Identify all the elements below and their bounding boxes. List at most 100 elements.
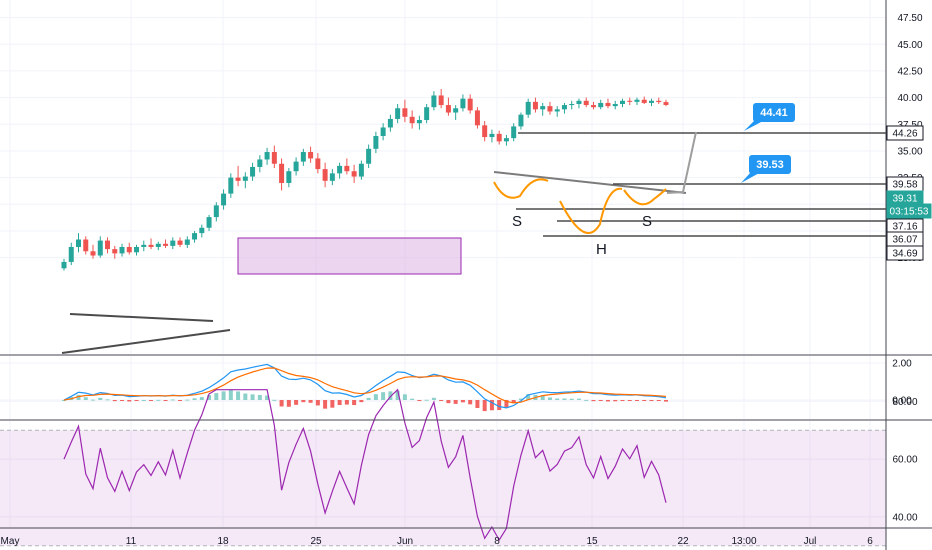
candle-body	[453, 108, 459, 113]
triangle-lower-line[interactable]	[61, 329, 231, 354]
callout-target-1[interactable]: 44.41	[744, 103, 795, 131]
right-shoulder-label: S	[642, 213, 652, 230]
candle-body	[387, 118, 393, 128]
macd-tick-label: 0.00	[892, 396, 912, 407]
macd-histogram-bar	[294, 400, 299, 405]
macd-histogram-bar	[178, 400, 183, 401]
macd-histogram-bar	[330, 400, 335, 408]
right-shoulder-curve[interactable]	[623, 188, 667, 206]
candlesticks	[61, 89, 669, 271]
macd-histogram-bar	[446, 400, 451, 404]
candle-body	[199, 227, 205, 234]
macd-histogram-bar	[265, 395, 270, 400]
candle-body	[619, 100, 625, 105]
head-label: H	[596, 241, 607, 258]
candle-body	[250, 166, 256, 177]
time-tick-label: 25	[310, 536, 322, 547]
left-shoulder-curve[interactable]	[493, 178, 549, 199]
candle-body	[337, 165, 343, 174]
consolidation-rectangle[interactable]	[237, 237, 462, 275]
macd-histogram-bar	[105, 399, 110, 401]
projection-path[interactable]	[666, 131, 697, 194]
candle-body	[264, 152, 270, 160]
macd-histogram-bar	[475, 400, 480, 409]
candle-body	[460, 98, 466, 109]
candle-body	[257, 159, 263, 167]
macd-histogram-bar	[511, 400, 516, 404]
candle-body	[656, 100, 662, 103]
macd-histogram-bar	[453, 400, 458, 404]
macd-histogram-bar	[286, 400, 291, 407]
callouts[interactable]: 44.41 39.53	[741, 103, 795, 183]
macd-histogram-bar	[620, 400, 625, 401]
macd-histogram-bar	[518, 398, 523, 400]
candle-body	[213, 205, 219, 218]
macd-histogram-bar	[381, 392, 386, 400]
macd-histogram-bar	[489, 400, 494, 411]
drawings[interactable]	[61, 131, 886, 354]
candle-body	[271, 152, 277, 164]
macd-histogram-bar	[634, 400, 639, 401]
macd-histogram-bar	[315, 400, 320, 406]
macd-histogram-bar	[497, 400, 502, 411]
candle-body	[177, 240, 183, 245]
macd-histogram-bar	[373, 394, 378, 400]
macd-histogram-bar	[272, 399, 277, 401]
pattern-labels: S H S	[512, 213, 652, 258]
candle-body	[395, 108, 401, 119]
candle-body	[358, 163, 364, 177]
price-tags: 44.26 39.58 39.31 03:15:53 37.16 36.07 34.69	[886, 125, 932, 261]
candle-body	[583, 100, 589, 106]
time-axis[interactable]: May 11 18 25 Jun 8 15 22 13:00 Jul 6	[1, 536, 874, 547]
macd-histogram-bar	[257, 394, 262, 400]
head-curve[interactable]	[559, 187, 623, 234]
macd-axis[interactable]: 0.00 2.00	[892, 359, 912, 407]
macd-pane	[62, 363, 668, 412]
price-tag-label: 39.58	[892, 180, 917, 191]
left-shoulder-label: S	[512, 213, 522, 230]
macd-histogram-bar	[207, 395, 212, 400]
candle-body	[503, 138, 509, 142]
time-tick-label: 8	[494, 536, 500, 547]
macd-histogram-bar	[642, 400, 647, 401]
callout-target-2[interactable]: 39.53	[741, 155, 791, 183]
candle-body	[148, 244, 154, 247]
price-tag-label: 39.31	[892, 194, 917, 205]
macd-histogram-bar	[649, 400, 654, 401]
price-tick-label: 45.00	[897, 40, 922, 51]
macd-histogram-bar	[98, 397, 103, 400]
time-tick-label: 18	[217, 536, 229, 547]
macd-histogram-bar	[127, 400, 132, 402]
macd-histogram-bar	[199, 397, 204, 400]
macd-histogram-bar	[185, 399, 190, 401]
time-tick-label: 11	[126, 536, 137, 547]
candle-body	[634, 99, 640, 102]
grid	[0, 0, 886, 527]
candle-body	[445, 105, 451, 113]
descending-trendline[interactable]	[493, 171, 687, 194]
candle-body	[293, 161, 299, 172]
macd-histogram-bar	[192, 398, 197, 400]
candle-body	[590, 105, 596, 108]
candle-body	[663, 102, 669, 105]
candle-body	[221, 193, 227, 206]
triangle-upper-line[interactable]	[69, 313, 214, 322]
candle-body	[380, 127, 386, 137]
candle-body	[366, 148, 372, 164]
time-tick-label: May	[1, 536, 20, 547]
callout-target-1-text: 44.41	[760, 107, 788, 119]
rsi-axis[interactable]: 40.00 60.00 80.00	[892, 397, 917, 524]
candle-body	[329, 173, 335, 181]
macd-histogram-bar	[613, 400, 618, 402]
candle-body	[576, 100, 582, 105]
price-tag-label: 36.07	[892, 235, 917, 246]
macd-histogram-bar	[555, 398, 560, 400]
time-tick-label: Jun	[397, 536, 413, 547]
candle-body	[279, 163, 285, 183]
price-tag-box	[886, 245, 924, 261]
macd-histogram-bar	[395, 390, 400, 400]
candle-body	[235, 177, 241, 181]
candle-body	[540, 106, 546, 110]
